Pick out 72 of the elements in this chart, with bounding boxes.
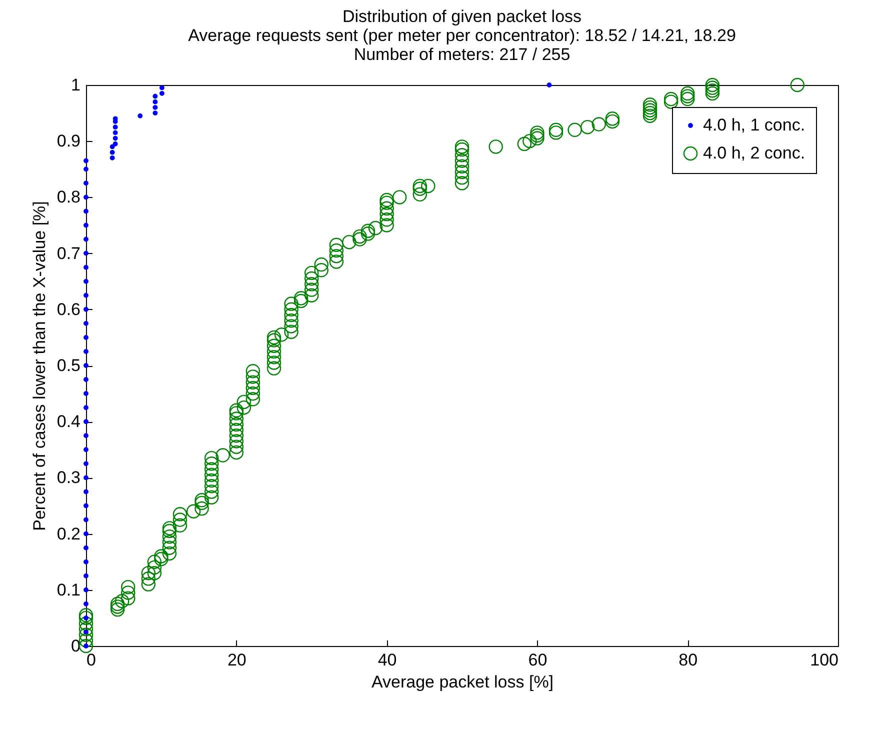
point [84,419,88,424]
point [84,559,88,564]
text: Average requests sent (per meter per concentrator): 18.52 / 14.21, 18.29 [188,26,736,45]
point [110,144,115,150]
point [84,349,88,354]
y-axis-title: Percent of cases lower than the X-value [%] [30,201,49,531]
point [84,587,88,592]
point [112,136,118,141]
point [112,124,118,130]
point [84,208,88,214]
point [84,531,88,536]
y-tick-label: 0.1 [56,580,80,600]
y-tick-label: 0.2 [56,524,80,544]
point [112,130,118,136]
point [84,447,88,452]
point [152,94,158,99]
x-tick-label: 20 [227,650,246,670]
point [110,155,115,160]
point [84,166,88,172]
point [84,489,88,494]
y-tick-label: 0.3 [56,468,80,488]
point [84,601,88,606]
point [84,278,88,284]
point [84,180,88,186]
point [138,113,143,118]
point [84,630,88,634]
y-tick-label: 0.7 [56,244,80,263]
point [84,222,88,228]
y-tick-label: 0.9 [56,132,80,151]
point [84,334,88,340]
point [84,320,88,326]
point [84,363,88,368]
x-axis-title: Average packet loss [%] [371,672,554,692]
point [152,104,158,110]
point [84,545,88,550]
point [110,150,115,155]
point [152,99,158,104]
chart-title: Distribution of given packet loss [342,7,582,26]
point [84,306,88,312]
point [84,194,88,200]
point [546,82,552,88]
y-tick-label: 0.8 [56,188,80,207]
legend-label: 4.0 h, 2 conc. [703,144,806,162]
x-tick-label: 100 [810,650,838,670]
point [159,90,164,96]
point [84,503,88,508]
text: Number of meters: 217 / 255 [354,45,570,64]
point [84,250,88,256]
point [84,517,88,522]
point [84,461,88,466]
point [84,292,88,298]
point [84,405,88,410]
point [152,110,158,116]
x-tick-label: 60 [528,650,548,670]
point [159,85,164,90]
point [84,264,88,270]
point [84,377,88,382]
point [84,236,88,242]
y-tick-label: 1 [71,76,80,94]
point [84,158,88,164]
y-tick-label: 0.4 [56,412,80,432]
point [84,475,88,480]
point [84,573,88,578]
x-tick-label: 0 [86,650,96,670]
legend-label: 4.0 h, 1 conc. [703,116,806,134]
x-tick-label: 40 [378,650,397,670]
point [84,391,88,396]
y-tick-label: 0.5 [56,356,80,375]
y-tick-label: 0.6 [56,300,80,319]
point [84,433,88,438]
point [112,141,118,146]
x-tick-label: 80 [678,650,698,670]
